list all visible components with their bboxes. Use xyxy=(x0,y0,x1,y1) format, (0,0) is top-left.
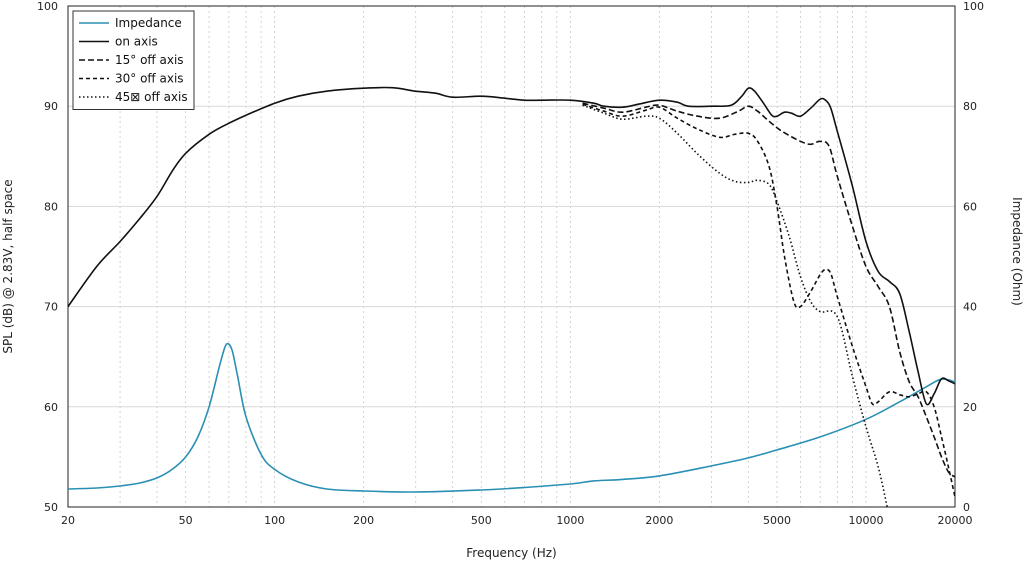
x-tick-label: 500 xyxy=(471,514,492,527)
y-right-tick-label: 100 xyxy=(963,0,984,13)
y-left-tick-label: 100 xyxy=(37,0,58,13)
plot-frame xyxy=(67,5,956,508)
y-left-tick-label: 80 xyxy=(44,200,58,213)
x-tick-label: 50 xyxy=(179,514,193,527)
legend-label: Impedance xyxy=(115,16,182,30)
x-tick-label: 20000 xyxy=(938,514,973,527)
x-tick-label: 2000 xyxy=(645,514,673,527)
y-right-tick-label: 60 xyxy=(963,200,977,213)
legend-label: 45⊠ off axis xyxy=(115,90,188,104)
y-right-tick-label: 20 xyxy=(963,401,977,414)
y-right-tick-label: 40 xyxy=(963,301,977,314)
legend-label: 30° off axis xyxy=(115,72,184,86)
legend-label: 15° off axis xyxy=(115,53,184,67)
y-right-tick-label: 0 xyxy=(963,501,970,514)
y-right-tick-label: 80 xyxy=(963,100,977,113)
series-line-1 xyxy=(67,86,956,406)
y-left-tick-label: 60 xyxy=(44,401,58,414)
y-left-tick-label: 90 xyxy=(44,100,58,113)
series-line-2 xyxy=(582,102,956,478)
y-left-tick-label: 70 xyxy=(44,301,58,314)
x-tick-label: 200 xyxy=(353,514,374,527)
grid xyxy=(67,5,956,508)
legend-label: on axis xyxy=(115,35,158,49)
y-left-tick-label: 50 xyxy=(44,501,58,514)
x-tick-label: 100 xyxy=(264,514,285,527)
x-tick-label: 10000 xyxy=(848,514,883,527)
x-tick-label: 1000 xyxy=(556,514,584,527)
series-line-3 xyxy=(582,103,956,498)
tick-labels: 20 50 100 200 500 1000 2000 5000 10000 2000050607… xyxy=(37,0,984,527)
y-axis-left-title: SPL (dB) @ 2.83V, half space xyxy=(1,179,15,353)
x-tick-label: 20 xyxy=(61,514,75,527)
x-axis-title: Frequency (Hz) xyxy=(466,546,557,560)
legend: Impedance on axis 15° off axis 30° off axis… xyxy=(72,10,195,110)
series-lines xyxy=(67,86,956,508)
series-line-0 xyxy=(67,342,956,493)
series-line-4 xyxy=(582,104,888,508)
x-tick-label: 5000 xyxy=(763,514,791,527)
y-axis-right-title: Impedance (Ohm) xyxy=(1010,197,1024,306)
